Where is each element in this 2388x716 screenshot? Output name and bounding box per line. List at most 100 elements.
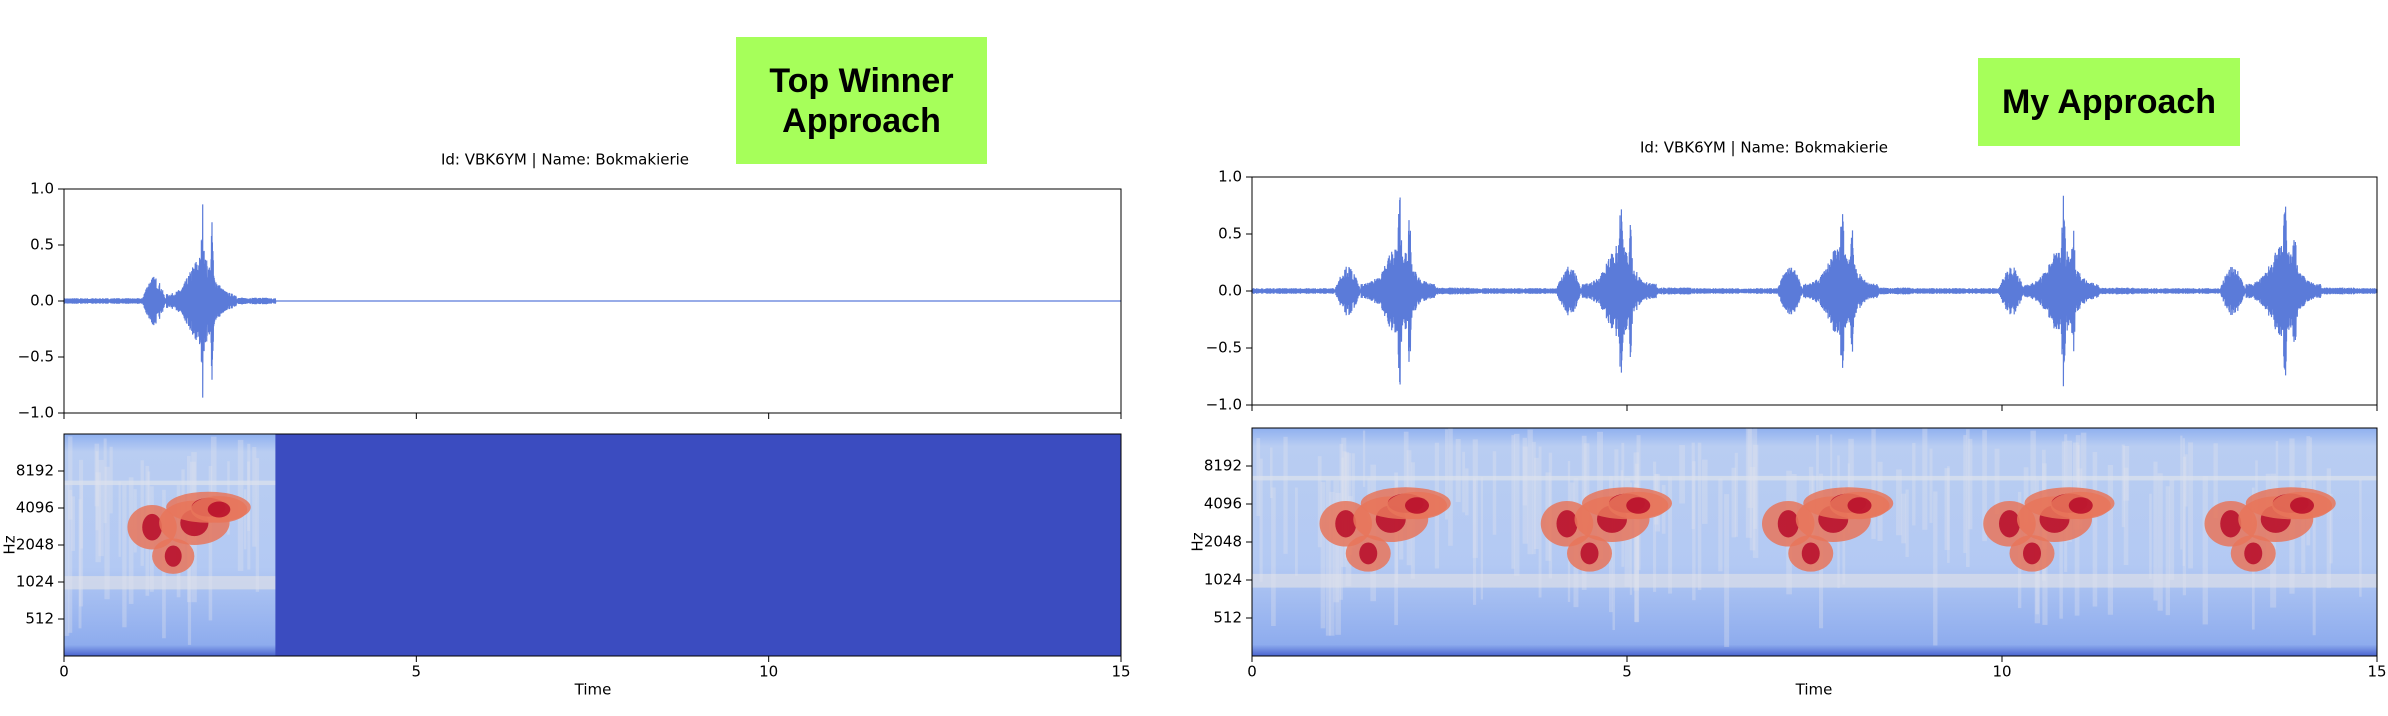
x-axis-label: Time [574, 681, 612, 699]
texture [1718, 478, 1723, 572]
texture [247, 461, 250, 531]
texture [2061, 441, 2066, 530]
texture [1341, 457, 1344, 521]
texture [109, 446, 113, 514]
texture [78, 499, 82, 629]
texture [252, 447, 257, 547]
texture [2184, 454, 2188, 507]
y-tick-label: 4096 [16, 499, 54, 517]
waveform [63, 204, 1121, 398]
x-tick-label: 15 [2367, 663, 2386, 681]
annotation-badge: My Approach [1978, 58, 2240, 146]
call-core [2068, 497, 2093, 514]
call-core [1580, 542, 1599, 565]
texture [2075, 435, 2081, 482]
y-tick-label: 1024 [1204, 571, 1242, 589]
texture [2157, 473, 2163, 611]
call-core [1777, 510, 1799, 538]
texture [2080, 432, 2087, 495]
y-tick-label: 8192 [16, 462, 54, 480]
texture [1922, 428, 1928, 530]
texture [210, 436, 217, 496]
texture [255, 458, 260, 592]
texture [1394, 472, 1398, 626]
texture [1745, 428, 1752, 538]
x-tick-label: 0 [1247, 663, 1257, 681]
texture [1256, 438, 1261, 517]
texture [64, 483, 70, 636]
texture [2077, 445, 2080, 525]
x-tick-label: 5 [412, 663, 422, 681]
texture [1747, 429, 1754, 508]
texture [1444, 429, 1449, 520]
texture [1335, 493, 1341, 635]
texture [2359, 479, 2362, 597]
texture [1752, 444, 1759, 558]
call-core [164, 545, 182, 567]
texture [1968, 438, 1973, 530]
texture [1691, 442, 1695, 530]
texture [1472, 439, 1478, 558]
texture [2030, 430, 2036, 523]
texture [1724, 494, 1730, 647]
texture [118, 481, 121, 557]
texture [68, 489, 73, 633]
texture [1896, 469, 1902, 536]
texture [2180, 435, 2183, 550]
texture [2072, 442, 2079, 530]
texture [1947, 466, 1950, 563]
texture [1634, 483, 1640, 622]
texture [1320, 482, 1326, 629]
texture [2107, 464, 2114, 615]
texture [1634, 463, 1639, 623]
texture [1848, 438, 1854, 491]
texture [2123, 467, 2129, 565]
texture [1734, 452, 1738, 537]
texture [1342, 451, 1347, 537]
texture [1653, 461, 1657, 592]
texture [1325, 479, 1331, 636]
texture [1532, 441, 1536, 555]
x-axis-label: Time [1795, 681, 1833, 699]
texture [98, 459, 104, 557]
chart-title: Id: VBK6YM | Name: Bokmakierie [1640, 139, 1888, 157]
y-tick-label: 2048 [16, 536, 54, 554]
texture [147, 471, 151, 517]
texture [1982, 430, 1987, 542]
y-axis-label: Hz [1, 535, 19, 554]
texture [1871, 429, 1876, 539]
texture [68, 436, 73, 520]
call-core [1626, 497, 1651, 514]
texture [1455, 438, 1461, 503]
texture [1492, 451, 1497, 535]
texture [2059, 490, 2063, 619]
texture [1317, 456, 1322, 548]
texture [1933, 491, 1938, 646]
y-tick-label: 8192 [1204, 457, 1242, 475]
annotation-badge: Top Winner Approach [736, 37, 987, 164]
call-core [2023, 542, 2041, 565]
texture [1465, 468, 1469, 516]
texture [1701, 459, 1708, 524]
texture [104, 466, 110, 600]
texture [1511, 435, 1515, 569]
call-core [1801, 542, 1820, 565]
texture [2149, 493, 2152, 580]
y-tick-label: 0.0 [30, 292, 54, 310]
texture [1901, 493, 1906, 544]
texture [2275, 441, 2279, 527]
texture [1944, 468, 1950, 550]
texture [1994, 448, 2000, 515]
call-core [2290, 497, 2314, 514]
texture [1473, 478, 1477, 605]
texture [1522, 437, 1527, 506]
texture [1269, 447, 1273, 499]
texture [94, 443, 100, 507]
texture [2182, 456, 2187, 596]
texture [71, 496, 75, 551]
y-tick-label: 1024 [16, 573, 54, 591]
texture [1462, 451, 1465, 513]
call-core [1556, 510, 1578, 538]
